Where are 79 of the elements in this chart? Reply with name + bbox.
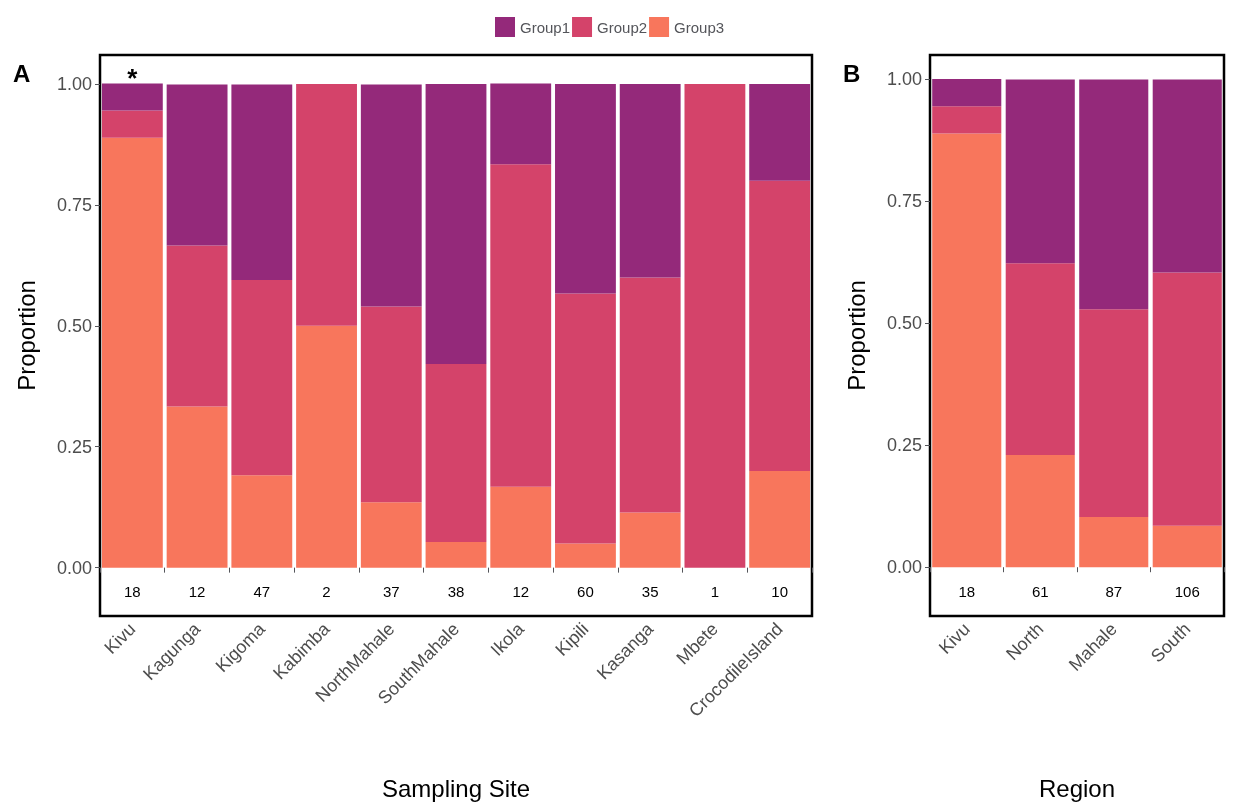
bar (296, 325, 357, 568)
bar (749, 470, 811, 568)
y-tick-label: 0.25 (886, 435, 922, 456)
bar (425, 364, 487, 543)
bar (619, 277, 681, 513)
legend-label: Group1 (520, 18, 571, 36)
bar (166, 406, 228, 568)
bar (360, 84, 422, 307)
chart-title: A (13, 59, 31, 87)
y-tick-label: 0.00 (886, 557, 922, 578)
annotation: 18 (958, 583, 976, 601)
bar (360, 502, 422, 568)
bar (749, 84, 811, 181)
y-tick-label: 0.00 (56, 557, 92, 578)
bar (619, 84, 681, 278)
bar (1152, 272, 1222, 526)
annotation: 38 (447, 583, 465, 601)
bar (749, 180, 811, 471)
bar (555, 543, 616, 568)
bar (1005, 79, 1075, 264)
chart-title: B (843, 59, 861, 87)
bar (425, 542, 487, 568)
annotation: 2 (322, 583, 331, 601)
bar (231, 84, 293, 280)
y-tick-label: 0.75 (886, 191, 922, 212)
bar (932, 78, 1002, 107)
bar (490, 486, 552, 568)
bar (619, 512, 681, 568)
bar (296, 84, 357, 326)
x-tick-label: Kivu (934, 618, 974, 658)
x-axis-title: Sampling Site (381, 774, 531, 802)
bar (166, 84, 228, 246)
bar (932, 106, 1002, 134)
annotation: 106 (1174, 583, 1200, 601)
bar (684, 84, 746, 568)
y-tick-label: 0.75 (56, 194, 92, 215)
bar (101, 137, 163, 568)
bar (1079, 79, 1149, 310)
annotation: 12 (512, 583, 530, 601)
bar (490, 83, 552, 165)
bar (1152, 79, 1222, 273)
x-axis-title: Region (1038, 774, 1116, 802)
bar (932, 133, 1002, 568)
bar (166, 245, 228, 407)
annotation: 18 (124, 583, 141, 601)
bar (231, 475, 293, 568)
y-tick-label: 0.25 (56, 436, 92, 457)
y-tick-label: 0.50 (886, 313, 922, 334)
bar (360, 306, 422, 503)
y-axis-title: Proportion (12, 280, 40, 391)
annotation: 10 (771, 583, 788, 601)
annotation: 60 (577, 583, 594, 601)
annotation: 37 (382, 583, 400, 601)
annotation: 35 (641, 583, 659, 601)
annotation: 87 (1105, 583, 1123, 601)
legend-label: Group3 (674, 18, 725, 36)
y-tick-label: 1.00 (886, 69, 922, 90)
bar (1005, 263, 1075, 456)
bar (555, 293, 616, 544)
y-axis-title: Proportion (842, 280, 870, 391)
y-tick-label: 0.50 (56, 315, 92, 336)
bar (231, 279, 293, 476)
bar (1152, 525, 1222, 568)
bar (425, 84, 487, 365)
bar (1005, 455, 1075, 568)
bar (1079, 309, 1149, 517)
bar (490, 164, 552, 487)
bar (101, 83, 163, 111)
legend-label: Group2 (597, 18, 648, 36)
bar (1079, 516, 1149, 568)
annotation: 1 (710, 583, 720, 601)
bar (101, 110, 163, 138)
annotation: * (127, 63, 139, 94)
x-tick-label: Kivu (100, 618, 140, 658)
annotation: 61 (1031, 583, 1049, 601)
annotation: 12 (188, 583, 206, 601)
y-tick-label: 1.00 (56, 74, 92, 95)
annotation: 47 (253, 583, 271, 601)
bar (555, 84, 616, 294)
